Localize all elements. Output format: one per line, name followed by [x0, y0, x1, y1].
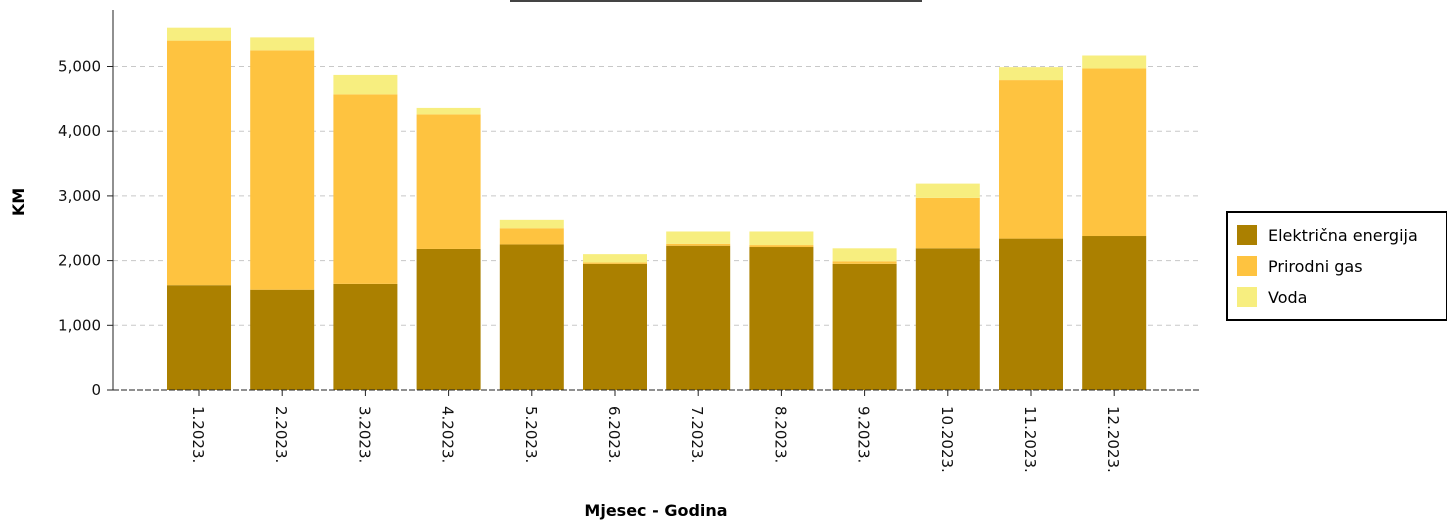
bar-segment [832, 263, 897, 390]
bars-group [167, 27, 1147, 390]
y-tick-label: 5,000 [58, 58, 101, 76]
bar-segment [250, 50, 315, 290]
x-tick-label: 8.2023. [771, 406, 789, 463]
bar-segment [832, 248, 897, 262]
x-tick-label: 5.2023. [522, 406, 540, 463]
bar-segment [499, 228, 564, 245]
x-tick-label: 9.2023. [855, 406, 873, 463]
legend: Električna energija Prirodni gas Voda [1226, 211, 1447, 321]
y-tick-label: 0 [91, 381, 101, 399]
bar-segment [915, 197, 980, 249]
bar-segment [749, 231, 814, 246]
bar-segment [583, 254, 647, 263]
x-tick-label: 7.2023. [688, 406, 706, 463]
bar-segment [915, 183, 980, 198]
x-tick-label: 2.2023. [272, 406, 290, 463]
bar-segment [583, 262, 647, 264]
y-tick-label: 4,000 [58, 122, 101, 140]
bar-segment [999, 238, 1063, 390]
x-axis-title: Mjesec - Godina [584, 501, 727, 520]
bar-segment [416, 107, 481, 115]
bar-segment [167, 285, 231, 390]
x-tick-label: 4.2023. [439, 406, 457, 463]
bar-segment [333, 74, 398, 95]
x-tick-label: 10.2023. [938, 406, 956, 473]
y-tick-label: 3,000 [58, 187, 101, 205]
y-axis-title: KM [9, 188, 28, 216]
bar-segment [666, 231, 731, 244]
bar-segment [416, 114, 481, 249]
bar-segment [333, 94, 398, 284]
bar-segment [915, 248, 980, 390]
bar-segment [666, 245, 731, 390]
bar-segment [666, 243, 731, 246]
x-tick-label: 12.2023. [1104, 406, 1122, 473]
bar-segment [749, 247, 814, 390]
legend-swatch [1237, 256, 1257, 276]
legend-swatch [1237, 287, 1257, 307]
bar-segment [1082, 236, 1147, 390]
bar-segment [167, 27, 231, 41]
legend-label: Električna energija [1268, 226, 1418, 245]
x-tick-label: 11.2023. [1021, 406, 1039, 473]
bar-segment [832, 261, 897, 264]
bar-segment [416, 248, 481, 390]
bar-segment [499, 219, 564, 229]
bar-segment [167, 40, 231, 286]
y-axis: 0 1,000 2,000 3,000 4,000 5,000 [58, 10, 114, 399]
y-tick-label: 1,000 [58, 316, 101, 334]
legend-label: Voda [1268, 288, 1307, 307]
bar-segment [250, 37, 315, 51]
bar-segment [1082, 68, 1147, 237]
x-axis: 1.2023. 2.2023. 3.2023. 4.2023. 5.2023. 6.202… [113, 389, 1200, 473]
bar-segment [999, 67, 1063, 81]
y-tick-label: 2,000 [58, 252, 101, 270]
legend-box [1226, 211, 1447, 321]
bar-segment [749, 245, 814, 248]
legend-swatch [1237, 225, 1257, 245]
bar-segment [1082, 55, 1147, 69]
x-tick-label: 6.2023. [605, 406, 623, 463]
bar-segment [333, 283, 398, 390]
x-tick-label: 3.2023. [355, 406, 373, 463]
bar-segment [583, 263, 647, 390]
bar-segment [999, 80, 1063, 239]
bar-segment [499, 244, 564, 390]
x-tick-label: 1.2023. [189, 406, 207, 463]
bar-segment [250, 289, 315, 390]
legend-label: Prirodni gas [1268, 257, 1363, 276]
